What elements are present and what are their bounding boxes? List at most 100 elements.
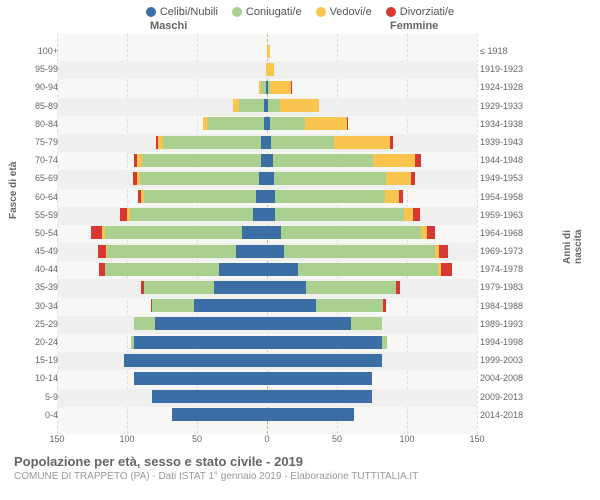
bar-male	[259, 81, 262, 94]
bar-male	[152, 299, 194, 312]
bar-male	[156, 136, 157, 149]
bar-female	[281, 226, 421, 239]
age-row	[57, 43, 477, 61]
bar-female	[441, 263, 452, 276]
bar-female	[316, 299, 383, 312]
legend: Celibi/NubiliConiugati/eVedovi/eDivorzia…	[0, 0, 600, 20]
bar-female	[386, 172, 411, 185]
bar-female	[305, 117, 347, 130]
bar-female	[413, 208, 420, 221]
age-row	[57, 225, 477, 243]
bar-female	[334, 136, 390, 149]
y-tick-age: 80-84	[8, 116, 58, 132]
bar-female	[267, 354, 382, 367]
legend-swatch	[146, 7, 156, 17]
bar-female	[415, 154, 421, 167]
y-tick-age: 60-64	[8, 189, 58, 205]
y-tick-birth: 1964-1968	[480, 225, 560, 241]
y-tick-birth: 1924-1928	[480, 79, 560, 95]
y-tick-age: 0-4	[8, 407, 58, 423]
bar-female	[291, 81, 292, 94]
bar-male	[219, 263, 267, 276]
y-tick-age: 70-74	[8, 152, 58, 168]
bar-female	[267, 63, 274, 76]
bar-female	[280, 99, 319, 112]
bar-female	[404, 208, 412, 221]
y-tick-age: 75-79	[8, 134, 58, 150]
bar-male	[144, 190, 256, 203]
age-row	[57, 79, 477, 97]
footer: Popolazione per età, sesso e stato civil…	[0, 434, 600, 482]
age-row	[57, 98, 477, 116]
bar-male	[137, 154, 143, 167]
bar-male	[137, 172, 140, 185]
bar-female	[273, 154, 374, 167]
age-row	[57, 189, 477, 207]
bar-male	[105, 263, 220, 276]
y-tick-birth: 1959-1963	[480, 207, 560, 223]
bar-female	[383, 299, 386, 312]
y-tick-birth: 1969-1973	[480, 243, 560, 259]
y-tick-age: 15-19	[8, 352, 58, 368]
x-tick: 150	[469, 434, 484, 444]
legend-swatch	[232, 7, 242, 17]
age-row	[57, 316, 477, 334]
bar-female	[382, 336, 388, 349]
bar-male	[259, 172, 267, 185]
legend-item: Coniugati/e	[232, 6, 302, 18]
y-tick-birth: 1939-1943	[480, 134, 560, 150]
y-tick-age: 45-49	[8, 243, 58, 259]
legend-label: Coniugati/e	[246, 6, 302, 18]
bar-male	[138, 190, 141, 203]
legend-label: Vedovi/e	[330, 6, 372, 18]
bar-female	[347, 117, 348, 130]
bar-male	[107, 245, 236, 258]
gender-labels: Maschi Femmine	[0, 20, 600, 34]
bar-female	[396, 281, 400, 294]
legend-item: Vedovi/e	[316, 6, 372, 18]
x-tick: 50	[192, 434, 202, 444]
bar-female	[267, 281, 306, 294]
bar-male	[106, 245, 107, 258]
y-tick-birth: 1949-1953	[480, 170, 560, 186]
bar-male	[203, 117, 209, 130]
legend-item: Celibi/Nubili	[146, 6, 218, 18]
bar-female	[274, 172, 386, 185]
y-tick-age: 90-94	[8, 79, 58, 95]
bar-male	[158, 136, 164, 149]
bar-male	[91, 226, 102, 239]
y-tick-birth: 1994-1998	[480, 334, 560, 350]
y-tick-birth: 1979-1983	[480, 279, 560, 295]
bar-female	[267, 317, 351, 330]
bar-female	[298, 263, 438, 276]
bar-male	[105, 226, 242, 239]
y-tick-birth: 2009-2013	[480, 389, 560, 405]
bar-male	[102, 226, 105, 239]
bar-female	[267, 190, 275, 203]
bar-female	[267, 408, 354, 421]
x-tick: 100	[399, 434, 414, 444]
y-tick-birth: 2004-2008	[480, 370, 560, 386]
y-tick-birth: 1999-2003	[480, 352, 560, 368]
y-tick-birth: 1984-1988	[480, 298, 560, 314]
bar-male	[151, 299, 152, 312]
bar-female	[427, 226, 435, 239]
y-tick-birth: 1989-1993	[480, 316, 560, 332]
y-tick-birth: 1974-1978	[480, 261, 560, 277]
y-tick-birth: 1929-1933	[480, 98, 560, 114]
age-row	[57, 352, 477, 370]
bar-female	[270, 117, 305, 130]
bar-male	[208, 117, 264, 130]
age-row	[57, 389, 477, 407]
bar-male	[127, 208, 130, 221]
bar-male	[134, 154, 137, 167]
bar-female	[270, 81, 291, 94]
bar-female	[275, 208, 404, 221]
y-tick-age: 5-9	[8, 389, 58, 405]
y-tick-birth: 1919-1923	[480, 61, 560, 77]
age-row	[57, 370, 477, 388]
bar-female	[267, 245, 284, 258]
bar-female	[267, 390, 372, 403]
y-tick-age: 40-44	[8, 261, 58, 277]
bar-female	[284, 245, 435, 258]
